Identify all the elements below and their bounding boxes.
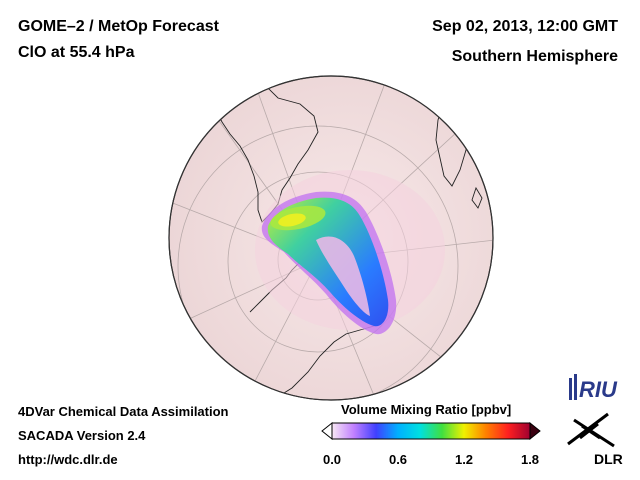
colorbar-title: Volume Mixing Ratio [ppbv] xyxy=(341,402,512,417)
colorbar-high-arrow xyxy=(529,421,541,441)
riu-logo-text: RIU xyxy=(579,377,618,402)
colorbar-tick: 0.0 xyxy=(322,452,342,467)
riu-logo: RIU xyxy=(569,374,618,402)
colorbar-tick: 1.2 xyxy=(454,452,474,467)
dlr-logo-icon xyxy=(567,412,615,448)
colorbar-low-arrow xyxy=(321,421,333,441)
clo-field xyxy=(255,170,445,335)
colorbar xyxy=(321,421,541,441)
product-label: ClO at 55.4 hPa xyxy=(18,44,135,61)
footer-url[interactable]: http://wdc.dlr.de xyxy=(18,452,118,467)
colorbar-tick: 1.8 xyxy=(520,452,540,467)
region-label: Southern Hemisphere xyxy=(451,48,618,65)
colorbar-ramp xyxy=(331,422,531,440)
forecast-date: Sep 02, 2013, 12:00 GMT xyxy=(432,18,618,35)
footer-method: 4DVar Chemical Data Assimilation xyxy=(18,404,229,419)
dlr-logo-text: DLR xyxy=(594,451,623,467)
footer-version: SACADA Version 2.4 xyxy=(18,428,146,443)
map-title: GOME–2 / MetOp Forecast xyxy=(18,18,219,35)
colorbar-tick: 0.6 xyxy=(388,452,408,467)
